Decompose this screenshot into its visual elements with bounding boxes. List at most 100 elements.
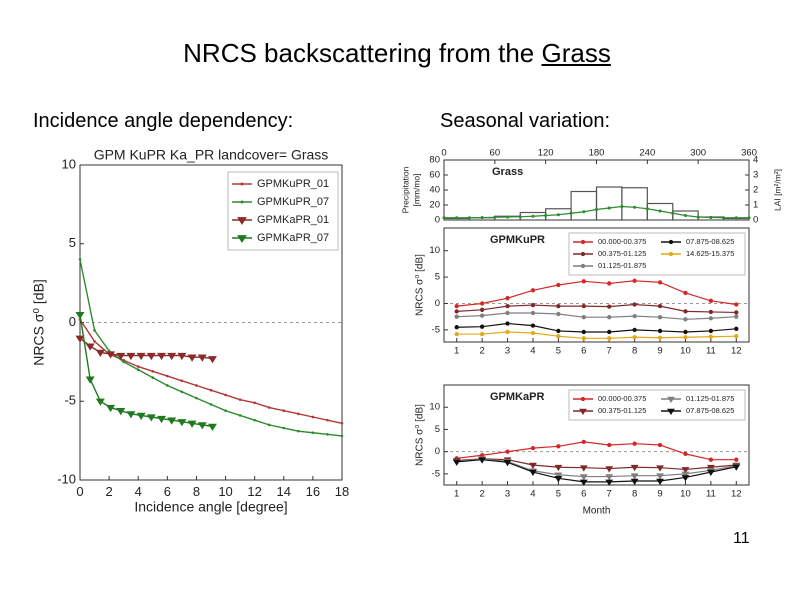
x-tick-label: 0 [76,484,83,499]
y-tick-label: 0 [69,314,76,329]
data-point [136,368,140,372]
data-point [708,334,714,339]
y-tick-label: 80 [429,155,440,166]
data-point [582,210,586,214]
data-point [734,457,739,462]
data-point [620,204,624,209]
data-point [530,445,536,451]
x-tick-label: 1 [454,489,459,500]
data-point [708,457,714,462]
data-point [157,352,167,361]
data-point [180,390,184,394]
data-point [157,415,167,424]
data-point [224,393,227,397]
data-point [530,330,536,336]
data-point [106,404,116,413]
data-point [657,442,663,448]
legend-label: GPMKaPR_07 [257,232,329,244]
data-point [505,310,510,316]
data-point [454,303,459,309]
y-tick-label: -5 [64,393,76,408]
data-point [326,433,329,436]
data-point [630,473,639,480]
data-point [529,469,537,477]
data-point [505,303,510,309]
data-point [116,408,126,416]
x-tick-label: 6 [581,489,586,500]
x-tick-label: 240 [639,148,655,159]
data-point [681,467,690,474]
data-point [706,464,715,472]
data-point [556,213,560,217]
legend-label: 00.375-01.125 [598,249,646,258]
x-tick-label: 11 [706,346,716,357]
x-tick-label: 4 [530,489,535,500]
legend-label: 07.875-08.625 [686,406,734,415]
data-point [556,334,561,339]
x-tick-label: 18 [335,484,349,499]
data-point [340,421,344,425]
data-point [569,211,573,215]
data-point [681,471,690,478]
data-point [579,465,588,472]
data-point [177,352,187,361]
data-point [455,216,459,220]
data-point [579,479,588,486]
data-point [630,478,639,485]
legend-marker [240,182,244,186]
legend-box [568,389,746,421]
x-tick-label: 9 [657,346,662,357]
y-tick-label: -5 [432,324,440,335]
x-axis-label: Month [583,506,611,517]
data-point [195,396,198,400]
data-point [657,303,663,309]
data-point [505,215,510,219]
x-tick-label: 4 [135,484,142,499]
data-point [683,335,688,340]
legend-label: 01.125-01.875 [598,261,646,270]
x-tick-label: 16 [306,484,320,499]
data-point [657,280,663,285]
data-point [126,352,136,361]
data-point [734,314,739,319]
legend-label: 01.125-01.875 [686,394,734,403]
data-point [505,329,510,335]
data-point [177,419,187,427]
data-point [282,426,286,430]
data-point [554,476,563,483]
data-point [556,328,561,334]
data-point [581,303,586,309]
data-point [581,315,586,320]
legend-marker [667,396,675,403]
data-point [657,335,663,340]
legend-label: 00.375-01.125 [598,406,646,415]
x-tick-label: 5 [556,346,561,357]
data-point [530,302,536,308]
data-point [167,352,177,361]
data-point [75,311,85,320]
data-point [136,412,146,420]
page-number: 11 [733,530,750,547]
series-line [456,322,737,333]
data-point [544,213,548,218]
x-tick-label: 10 [680,346,691,357]
data-point [607,315,612,320]
data-point [151,370,155,373]
legend-marker [240,200,244,204]
data-point [207,356,217,364]
x-tick-label: 10 [680,489,691,500]
data-point [195,384,198,387]
data-point [722,216,726,220]
data-point [683,317,688,322]
data-point [326,418,329,422]
series-line [456,331,737,339]
data-point [581,329,586,335]
data-point [505,321,510,326]
data-point [632,335,637,340]
data-point [683,451,688,457]
data-point [696,215,700,219]
data-point [282,409,286,413]
data-point [267,406,271,409]
data-point [238,414,242,417]
